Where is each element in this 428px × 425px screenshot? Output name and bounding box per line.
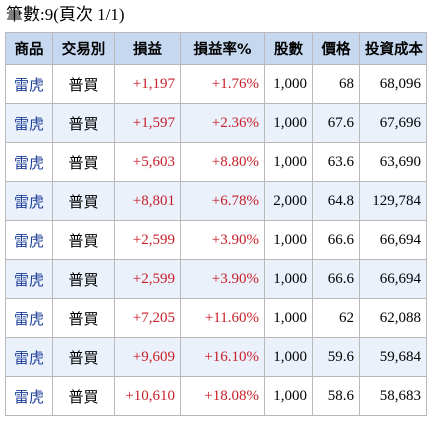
product-link[interactable]: 雷虎 — [13, 309, 44, 328]
product-cell: 雷虎 — [5, 298, 53, 338]
table-row: 雷虎 普買 +10,610 +18.08% 1,000 58.6 58,683 — [5, 376, 427, 416]
table-row: 雷虎 普買 +1,597 +2.36% 1,000 67.6 67,696 — [5, 103, 427, 143]
product-cell: 雷虎 — [5, 220, 53, 260]
trade-type-cell: 普買 — [52, 181, 115, 221]
price-cell: 58.6 — [312, 376, 360, 416]
product-cell: 雷虎 — [5, 103, 53, 143]
product-cell: 雷虎 — [5, 142, 53, 182]
table-row: 雷虎 普買 +9,609 +16.10% 1,000 59.6 59,684 — [5, 337, 427, 377]
table-header-row: 商品 交易別 損益 損益率% 股數 價格 投資成本 — [5, 32, 427, 65]
profit-loss-rate-cell: +1.76% — [180, 64, 265, 104]
column-header-trade-type: 交易別 — [52, 32, 115, 65]
price-cell: 66.6 — [312, 259, 360, 299]
product-cell: 雷虎 — [5, 259, 53, 299]
trade-type-cell: 普買 — [52, 142, 115, 182]
table-row: 雷虎 普買 +7,205 +11.60% 1,000 62 62,088 — [5, 298, 427, 338]
profit-loss-cell: +1,597 — [114, 103, 181, 143]
product-cell: 雷虎 — [5, 337, 53, 377]
investment-cost-cell: 67,696 — [359, 103, 427, 143]
trade-type-cell: 普買 — [52, 103, 115, 143]
profit-loss-rate-cell: +8.80% — [180, 142, 265, 182]
profit-loss-rate-cell: +3.90% — [180, 220, 265, 260]
profit-loss-cell: +5,603 — [114, 142, 181, 182]
column-header-product: 商品 — [5, 32, 53, 65]
quantity-cell: 2,000 — [264, 181, 313, 221]
product-link[interactable]: 雷虎 — [13, 75, 44, 94]
investment-cost-cell: 58,683 — [359, 376, 427, 416]
investment-cost-cell: 68,096 — [359, 64, 427, 104]
record-count-summary: 筆數:9(頁次 1/1) — [6, 5, 125, 24]
quantity-cell: 1,000 — [264, 64, 313, 104]
price-cell: 68 — [312, 64, 360, 104]
profit-loss-cell: +2,599 — [114, 220, 181, 260]
product-link[interactable]: 雷虎 — [13, 231, 44, 250]
trade-type-cell: 普買 — [52, 376, 115, 416]
product-link[interactable]: 雷虎 — [13, 270, 44, 289]
price-cell: 59.6 — [312, 337, 360, 377]
table-row: 雷虎 普買 +2,599 +3.90% 1,000 66.6 66,694 — [5, 259, 427, 299]
profit-loss-rate-cell: +11.60% — [180, 298, 265, 338]
holdings-table: 商品 交易別 損益 損益率% 股數 價格 投資成本 雷虎 普買 +1,197 +1.7… — [5, 32, 427, 416]
profit-loss-rate-cell: +2.36% — [180, 103, 265, 143]
investment-cost-cell: 66,694 — [359, 220, 427, 260]
price-cell: 63.6 — [312, 142, 360, 182]
quantity-cell: 1,000 — [264, 220, 313, 260]
investment-cost-cell: 129,784 — [359, 181, 427, 221]
investment-cost-cell: 66,694 — [359, 259, 427, 299]
trade-type-cell: 普買 — [52, 220, 115, 260]
quantity-cell: 1,000 — [264, 103, 313, 143]
column-header-price: 價格 — [312, 32, 360, 65]
profit-loss-rate-cell: +6.78% — [180, 181, 265, 221]
product-link[interactable]: 雷虎 — [13, 192, 44, 211]
product-link[interactable]: 雷虎 — [13, 153, 44, 172]
product-link[interactable]: 雷虎 — [13, 348, 44, 367]
price-cell: 66.6 — [312, 220, 360, 260]
product-cell: 雷虎 — [5, 376, 53, 416]
table-row: 雷虎 普買 +5,603 +8.80% 1,000 63.6 63,690 — [5, 142, 427, 182]
profit-loss-rate-cell: +16.10% — [180, 337, 265, 377]
column-header-profit-loss-rate: 損益率% — [180, 32, 265, 65]
profit-loss-cell: +8,801 — [114, 181, 181, 221]
investment-cost-cell: 62,088 — [359, 298, 427, 338]
product-cell: 雷虎 — [5, 64, 53, 104]
column-header-profit-loss: 損益 — [114, 32, 181, 65]
trade-type-cell: 普買 — [52, 298, 115, 338]
quantity-cell: 1,000 — [264, 259, 313, 299]
investment-cost-cell: 63,690 — [359, 142, 427, 182]
trade-type-cell: 普買 — [52, 337, 115, 377]
profit-loss-rate-cell: +3.90% — [180, 259, 265, 299]
price-cell: 62 — [312, 298, 360, 338]
product-link[interactable]: 雷虎 — [13, 387, 44, 406]
product-link[interactable]: 雷虎 — [13, 114, 44, 133]
table-row: 雷虎 普買 +8,801 +6.78% 2,000 64.8 129,784 — [5, 181, 427, 221]
column-header-investment-cost: 投資成本 — [359, 32, 427, 65]
table-row: 雷虎 普買 +2,599 +3.90% 1,000 66.6 66,694 — [5, 220, 427, 260]
quantity-cell: 1,000 — [264, 337, 313, 377]
trade-type-cell: 普買 — [52, 259, 115, 299]
trade-type-cell: 普買 — [52, 64, 115, 104]
profit-loss-cell: +9,609 — [114, 337, 181, 377]
quantity-cell: 1,000 — [264, 142, 313, 182]
column-header-quantity: 股數 — [264, 32, 313, 65]
quantity-cell: 1,000 — [264, 298, 313, 338]
profit-loss-cell: +10,610 — [114, 376, 181, 416]
table-row: 雷虎 普買 +1,197 +1.76% 1,000 68 68,096 — [5, 64, 427, 104]
profit-loss-cell: +7,205 — [114, 298, 181, 338]
product-cell: 雷虎 — [5, 181, 53, 221]
price-cell: 67.6 — [312, 103, 360, 143]
profit-loss-rate-cell: +18.08% — [180, 376, 265, 416]
price-cell: 64.8 — [312, 181, 360, 221]
quantity-cell: 1,000 — [264, 376, 313, 416]
investment-cost-cell: 59,684 — [359, 337, 427, 377]
profit-loss-cell: +2,599 — [114, 259, 181, 299]
profit-loss-cell: +1,197 — [114, 64, 181, 104]
